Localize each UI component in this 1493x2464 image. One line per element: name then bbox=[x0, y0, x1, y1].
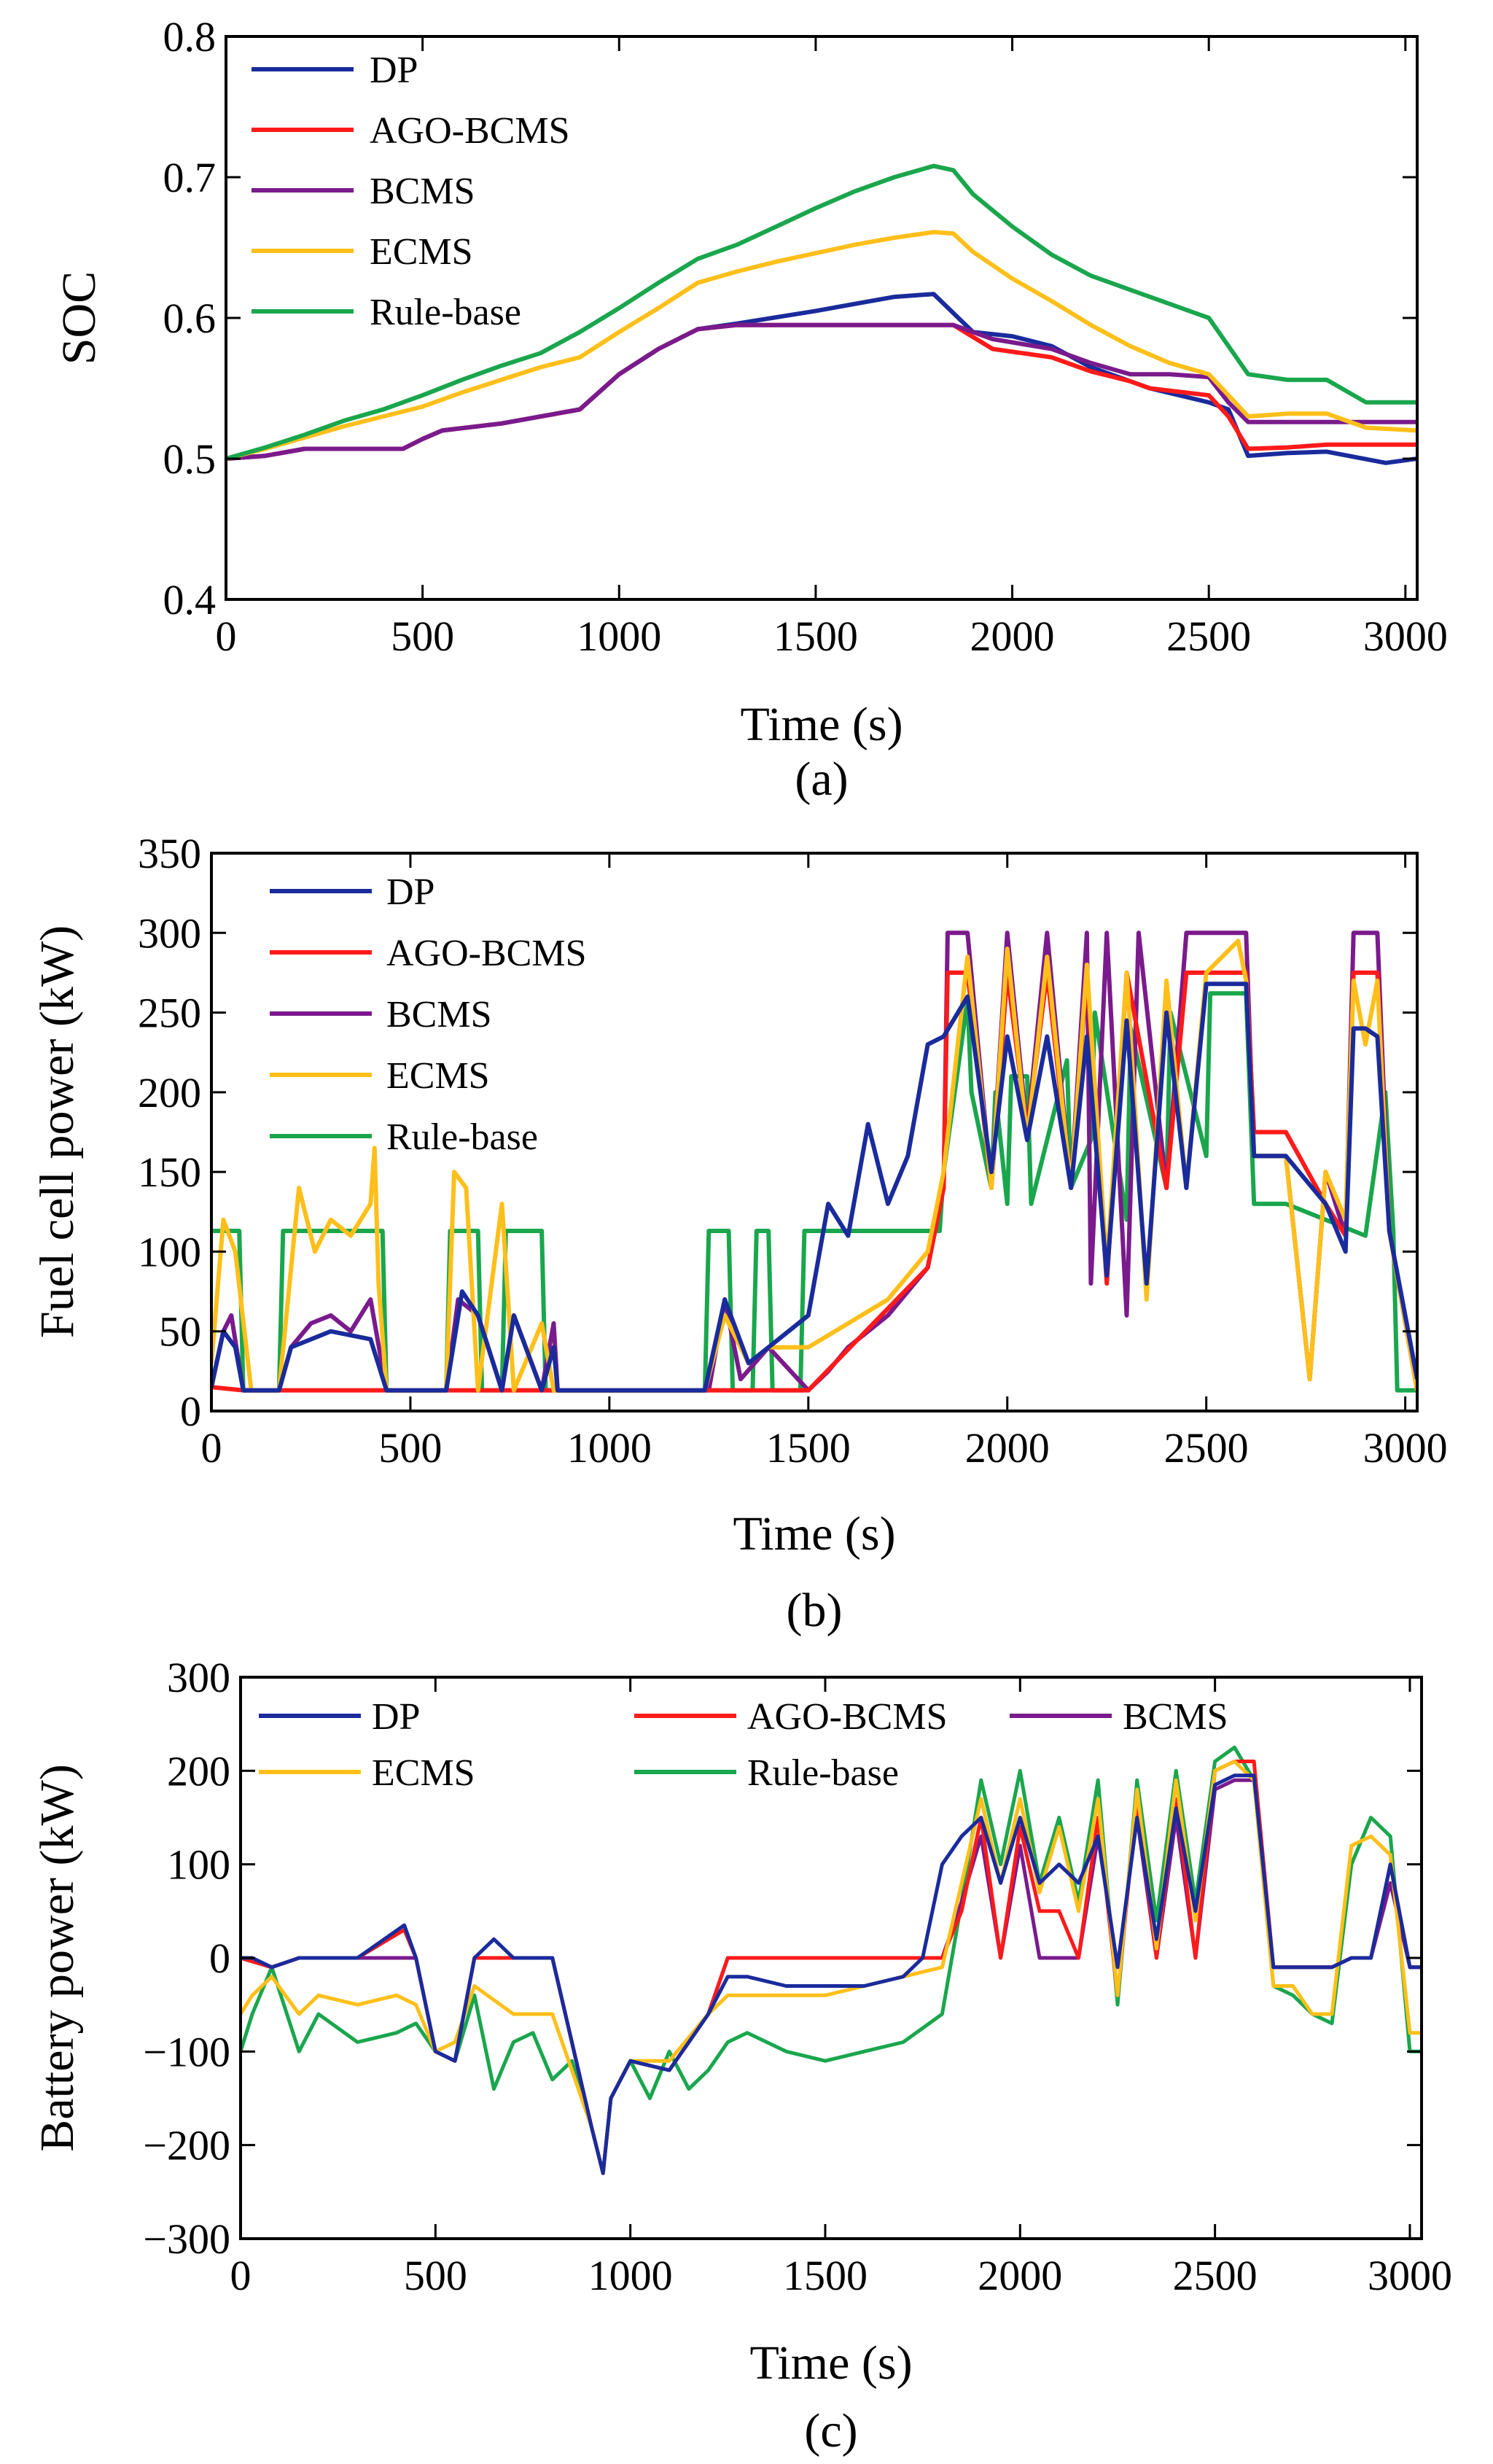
y-tick-label: 0.6 bbox=[163, 295, 217, 342]
x-tick-label: 1000 bbox=[588, 2252, 673, 2299]
x-tick-label: 500 bbox=[378, 1424, 442, 1472]
legend-label: AGO-BCMS bbox=[386, 933, 587, 974]
legend-label: Rule-base bbox=[370, 292, 521, 333]
legend-item-ago-bcms: AGO-BCMS bbox=[252, 110, 570, 152]
series-line-dp bbox=[211, 982, 1417, 1393]
x-tick-label: 0 bbox=[216, 613, 237, 660]
legend-label: ECMS bbox=[372, 1752, 475, 1794]
y-tick-label: −100 bbox=[143, 2028, 230, 2075]
x-tick-label: 2500 bbox=[1173, 2252, 1258, 2299]
x-tick-label: 1500 bbox=[766, 1424, 851, 1472]
series-line-rule-base bbox=[226, 163, 1417, 461]
y-tick-label: 0.5 bbox=[163, 435, 217, 483]
y-tick-label: 100 bbox=[138, 1228, 201, 1275]
x-tick-label: 2500 bbox=[1164, 1424, 1249, 1472]
panel-label-a: (a) bbox=[795, 753, 848, 806]
x-tick-label: 500 bbox=[391, 613, 454, 660]
x-tick-label: 2500 bbox=[1166, 613, 1251, 660]
legend: DP AGO-BCMS BCMS ECMS Rule-base bbox=[259, 1696, 1228, 1794]
series-line-bcms bbox=[226, 322, 1417, 461]
legend-label: DP bbox=[386, 871, 434, 913]
x-tick-label: 3000 bbox=[1363, 1424, 1448, 1472]
x-tick-label: 0 bbox=[201, 1424, 222, 1472]
y-tick-label: 50 bbox=[159, 1308, 201, 1356]
series-line-rule-base bbox=[211, 991, 1417, 1393]
legend-item-rule-base: Rule-base bbox=[270, 1116, 538, 1158]
y-tick-label: 0.4 bbox=[163, 576, 217, 623]
y-tick-label: 300 bbox=[138, 909, 201, 957]
x-tick-label: 0 bbox=[230, 2252, 252, 2299]
x-tick-label: 500 bbox=[404, 2252, 467, 2299]
legend-label: BCMS bbox=[1123, 1696, 1228, 1738]
legend-item-ecms: ECMS bbox=[252, 231, 473, 273]
y-tick-label: 200 bbox=[138, 1069, 201, 1116]
legend-label: Rule-base bbox=[747, 1752, 899, 1794]
legend-item-dp: DP bbox=[252, 50, 418, 91]
legend-item-bcms: BCMS bbox=[270, 994, 492, 1035]
legend-item-ecms: ECMS bbox=[259, 1752, 475, 1794]
legend-item-bcms: BCMS bbox=[1010, 1696, 1228, 1738]
legend-label: DP bbox=[370, 50, 418, 91]
x-tick-label: 2000 bbox=[978, 2252, 1062, 2299]
legend-label: DP bbox=[372, 1696, 420, 1738]
x-tick-label: 3000 bbox=[1368, 2252, 1452, 2299]
fuel-cell-power-chart: 0 500 1000 1500 2000 2500 3000 0 50 100 150 200 250… bbox=[31, 830, 1448, 1637]
legend-item-ago-bcms: AGO-BCMS bbox=[270, 933, 587, 974]
y-tick-label: 200 bbox=[167, 1747, 230, 1795]
x-tick-label: 1000 bbox=[577, 613, 661, 660]
panel-label-c: (c) bbox=[804, 2404, 857, 2457]
legend-item-dp: DP bbox=[259, 1696, 420, 1738]
x-tick-label: 1500 bbox=[773, 613, 858, 660]
x-axis-label: Time (s) bbox=[749, 2336, 912, 2390]
y-tick-label: 100 bbox=[167, 1841, 230, 1889]
legend-label: BCMS bbox=[386, 994, 492, 1035]
y-tick-label: 150 bbox=[138, 1149, 201, 1196]
legend: DP AGO-BCMS BCMS ECMS Rule-base bbox=[270, 871, 587, 1158]
legend-item-ago-bcms: AGO-BCMS bbox=[634, 1696, 948, 1738]
legend: DP AGO-BCMS BCMS ECMS Rule-base bbox=[252, 50, 570, 333]
y-tick-label: −200 bbox=[143, 2122, 230, 2169]
legend-item-rule-base: Rule-base bbox=[634, 1752, 899, 1794]
legend-label: AGO-BCMS bbox=[370, 110, 570, 152]
plot-frame bbox=[210, 852, 1419, 1412]
x-axis-label: Time (s) bbox=[733, 1507, 895, 1561]
y-tick-label: 250 bbox=[138, 990, 201, 1037]
y-tick-label: 0 bbox=[209, 1935, 230, 1982]
x-tick-label: 1000 bbox=[567, 1424, 652, 1472]
x-tick-label: 2000 bbox=[965, 1424, 1050, 1472]
legend-item-dp: DP bbox=[270, 871, 434, 913]
series-line-dp bbox=[241, 1773, 1422, 2175]
y-tick-label: 350 bbox=[138, 830, 201, 877]
series-line-ecms bbox=[226, 230, 1417, 461]
soc-chart: 0 500 1000 1500 2000 2500 3000 0.4 0.5 0.6 0.7 0.8… bbox=[52, 13, 1448, 806]
y-tick-label: −300 bbox=[143, 2215, 230, 2263]
y-tick-label: 0 bbox=[180, 1388, 201, 1435]
x-tick-label: 2000 bbox=[970, 613, 1055, 660]
x-axis-label: Time (s) bbox=[740, 698, 903, 751]
legend-item-rule-base: Rule-base bbox=[252, 292, 521, 333]
x-tick-label: 3000 bbox=[1363, 613, 1448, 660]
legend-item-ecms: ECMS bbox=[270, 1055, 490, 1097]
y-axis-label: Fuel cell power (kW) bbox=[31, 925, 84, 1338]
panel-label-b: (b) bbox=[787, 1584, 843, 1637]
legend-label: AGO-BCMS bbox=[747, 1696, 948, 1738]
legend-item-bcms: BCMS bbox=[252, 171, 475, 212]
legend-label: BCMS bbox=[370, 171, 475, 212]
y-tick-label: 300 bbox=[167, 1654, 230, 1701]
y-axis-label: Battery power (kW) bbox=[31, 1764, 84, 2151]
y-tick-label: 0.7 bbox=[163, 154, 217, 201]
legend-label: ECMS bbox=[370, 231, 473, 273]
legend-label: ECMS bbox=[386, 1055, 490, 1097]
y-tick-label: 0.8 bbox=[163, 13, 217, 61]
x-tick-label: 1500 bbox=[783, 2252, 868, 2299]
y-axis-label: SOC bbox=[52, 271, 106, 365]
legend-label: Rule-base bbox=[386, 1116, 538, 1158]
battery-power-chart: 0 500 1000 1500 2000 2500 3000 −300 −200 −100 0 10… bbox=[31, 1654, 1452, 2457]
